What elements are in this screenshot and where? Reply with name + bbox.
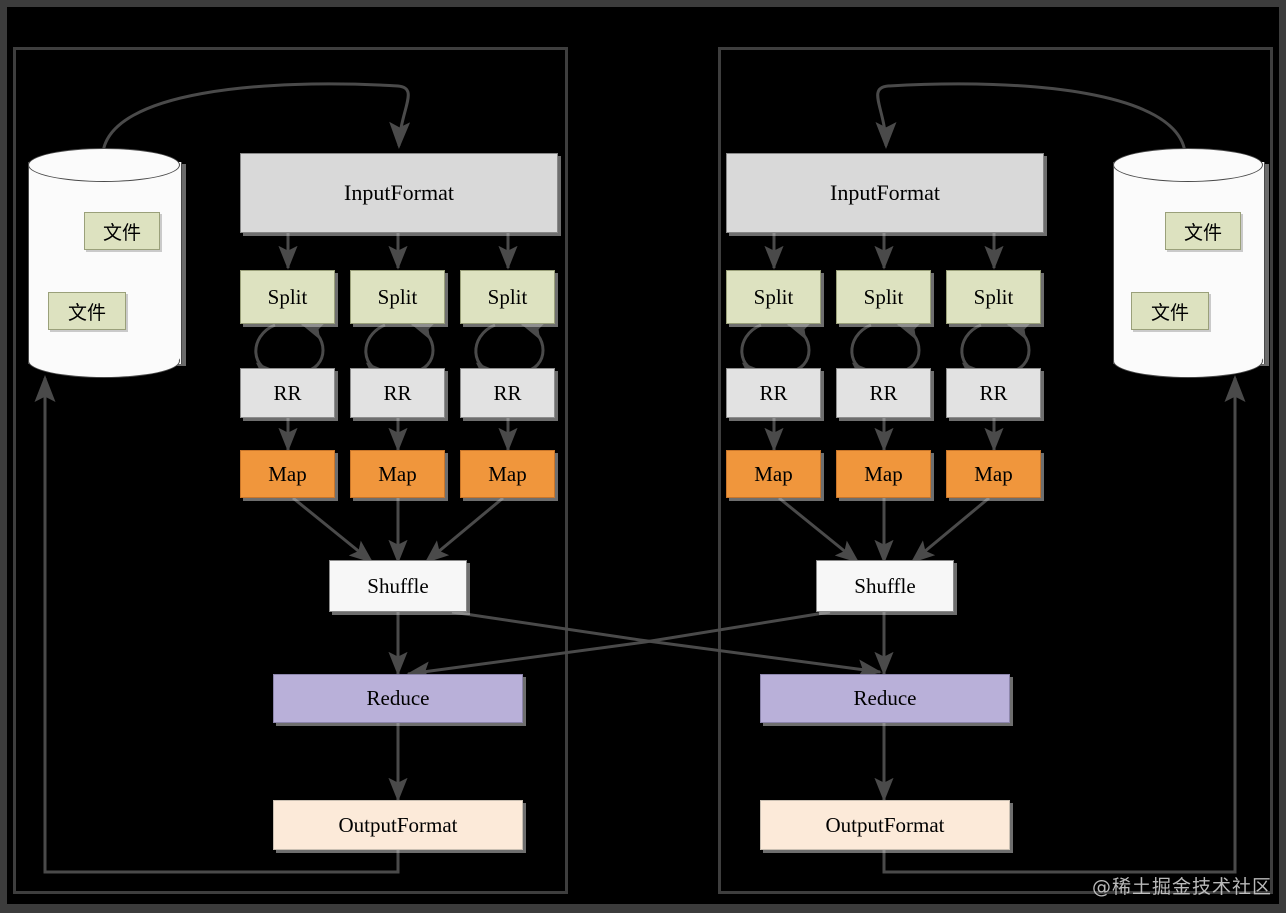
file-block: 文件 bbox=[48, 292, 126, 330]
storage-cylinder-left bbox=[28, 148, 182, 378]
frame-left-edge bbox=[0, 0, 7, 913]
stage-recordreader-right-2[interactable]: RR bbox=[836, 368, 931, 418]
stage-recordreader-right-1[interactable]: RR bbox=[726, 368, 821, 418]
watermark-text: @稀土掘金技术社区 bbox=[1091, 876, 1272, 898]
cylinder-fill bbox=[29, 162, 179, 360]
file-block: 文件 bbox=[84, 212, 160, 250]
cylinder-top-ellipse bbox=[28, 148, 180, 182]
stage-recordreader-left-2[interactable]: RR bbox=[350, 368, 445, 418]
stage-shuffle-right[interactable]: Shuffle bbox=[816, 560, 954, 612]
cylinder-top-ellipse bbox=[1113, 148, 1263, 182]
frame-right-edge bbox=[1279, 0, 1286, 913]
stage-split-left-3[interactable]: Split bbox=[460, 270, 555, 324]
frame-bottom-edge bbox=[0, 904, 1286, 913]
stage-recordreader-left-3[interactable]: RR bbox=[460, 368, 555, 418]
stage-inputformat-left[interactable]: InputFormat bbox=[240, 153, 558, 233]
file-block: 文件 bbox=[1131, 292, 1209, 330]
stage-reduce-right[interactable]: Reduce bbox=[760, 674, 1010, 723]
stage-map-right-3[interactable]: Map bbox=[946, 450, 1041, 498]
stage-outputformat-left[interactable]: OutputFormat bbox=[273, 800, 523, 850]
stage-shuffle-left[interactable]: Shuffle bbox=[329, 560, 467, 612]
stage-recordreader-right-3[interactable]: RR bbox=[946, 368, 1041, 418]
stage-split-right-3[interactable]: Split bbox=[946, 270, 1041, 324]
frame-top-edge bbox=[0, 0, 1286, 7]
storage-cylinder-right bbox=[1113, 148, 1265, 378]
stage-split-left-2[interactable]: Split bbox=[350, 270, 445, 324]
stage-map-left-1[interactable]: Map bbox=[240, 450, 335, 498]
stage-split-right-1[interactable]: Split bbox=[726, 270, 821, 324]
stage-recordreader-left-1[interactable]: RR bbox=[240, 368, 335, 418]
stage-map-left-2[interactable]: Map bbox=[350, 450, 445, 498]
stage-split-left-1[interactable]: Split bbox=[240, 270, 335, 324]
stage-map-right-1[interactable]: Map bbox=[726, 450, 821, 498]
stage-map-left-3[interactable]: Map bbox=[460, 450, 555, 498]
stage-map-right-2[interactable]: Map bbox=[836, 450, 931, 498]
stage-reduce-left[interactable]: Reduce bbox=[273, 674, 523, 723]
file-block: 文件 bbox=[1165, 212, 1241, 250]
stage-split-right-2[interactable]: Split bbox=[836, 270, 931, 324]
cylinder-fill bbox=[1114, 162, 1262, 360]
stage-outputformat-right[interactable]: OutputFormat bbox=[760, 800, 1010, 850]
stage-inputformat-right[interactable]: InputFormat bbox=[726, 153, 1044, 233]
